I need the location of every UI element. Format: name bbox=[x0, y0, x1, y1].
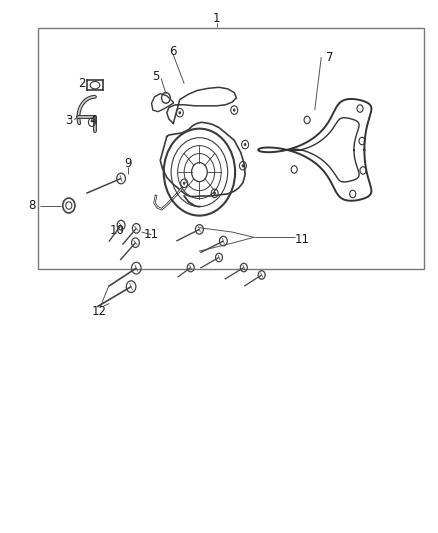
Text: 4: 4 bbox=[89, 114, 96, 127]
Circle shape bbox=[179, 111, 181, 114]
Bar bbox=[39, 28, 424, 269]
Circle shape bbox=[244, 143, 247, 146]
Text: 3: 3 bbox=[65, 114, 73, 127]
Circle shape bbox=[183, 182, 185, 185]
Text: 11: 11 bbox=[144, 228, 159, 241]
Text: 6: 6 bbox=[170, 45, 177, 58]
Text: 8: 8 bbox=[28, 199, 35, 212]
Text: 7: 7 bbox=[326, 51, 334, 63]
Circle shape bbox=[233, 109, 236, 112]
Circle shape bbox=[213, 192, 216, 195]
Text: 12: 12 bbox=[92, 305, 107, 318]
Text: 5: 5 bbox=[152, 70, 159, 83]
Text: 2: 2 bbox=[78, 77, 86, 90]
Text: 11: 11 bbox=[294, 233, 309, 246]
Circle shape bbox=[242, 164, 244, 167]
Text: 10: 10 bbox=[110, 224, 124, 238]
Text: 9: 9 bbox=[124, 157, 131, 170]
Text: 1: 1 bbox=[213, 12, 221, 25]
